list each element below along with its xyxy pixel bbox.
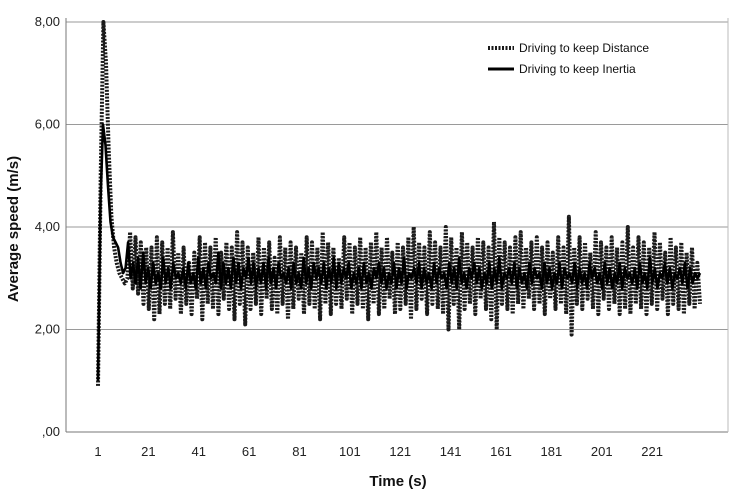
y-gridlines — [66, 21, 728, 330]
legend: Driving to keep Distance Driving to keep… — [488, 41, 649, 76]
y-axis-title: Average speed (m/s) — [5, 156, 22, 302]
x-axis-title: Time (s) — [369, 473, 426, 490]
x-tick-label: 61 — [242, 444, 256, 459]
y-tick-labels: 8,00 6,00 4,00 2,00 ,00 — [35, 14, 60, 439]
legend-label-inertia: Driving to keep Inertia — [519, 62, 636, 76]
x-tick-label: 101 — [339, 444, 361, 459]
y-tick-label: 2,00 — [35, 322, 60, 337]
x-tick-label: 161 — [490, 444, 512, 459]
series-line-distance — [96, 20, 702, 386]
x-tick-label: 141 — [440, 444, 462, 459]
y-tick-label: ,00 — [42, 424, 60, 439]
x-tick-label: 1 — [94, 444, 101, 459]
x-tick-label: 121 — [389, 444, 411, 459]
y-tick-label: 4,00 — [35, 219, 60, 234]
series-layer — [96, 20, 702, 386]
y-tick-label: 6,00 — [35, 117, 60, 132]
x-tick-label: 221 — [641, 444, 663, 459]
x-tick-label: 81 — [292, 444, 306, 459]
x-tick-label: 41 — [192, 444, 206, 459]
x-tick-labels: 1 21 41 61 81 101 121 141 161 181 201 221 — [94, 444, 663, 459]
y-tick-label: 8,00 — [35, 14, 60, 29]
axes — [65, 18, 729, 433]
legend-label-distance: Driving to keep Distance — [519, 41, 649, 55]
series-line-inertia — [96, 123, 702, 381]
x-tick-label: 21 — [141, 444, 155, 459]
x-tick-label: 201 — [591, 444, 613, 459]
x-tick-label: 181 — [541, 444, 563, 459]
